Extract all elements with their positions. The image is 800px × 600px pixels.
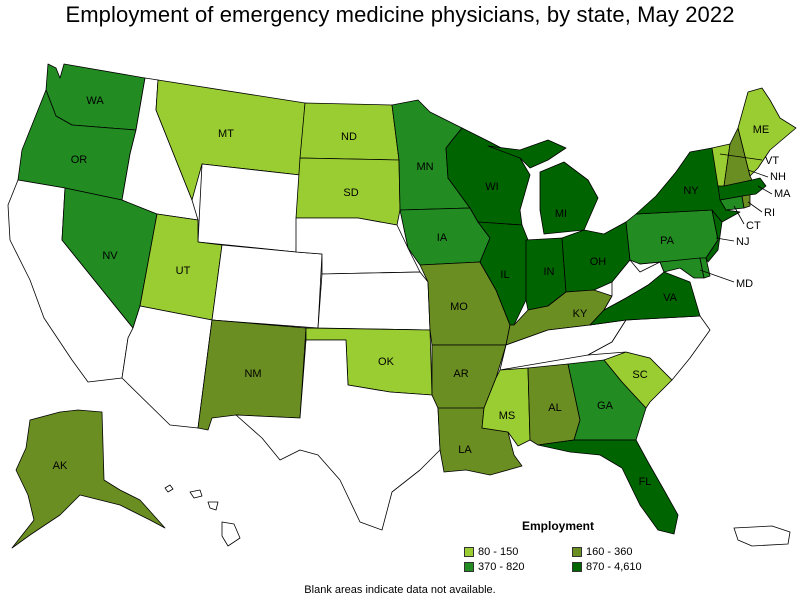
legend-swatch [464,562,474,572]
footnote: Blank areas indicate data not available. [304,584,496,596]
map-title: Employment of emergency medicine physici… [65,2,735,27]
state-HI[interactable] [164,484,241,547]
state-MI[interactable] [487,139,599,235]
label-VT: VT [765,155,779,167]
label-OR: OR [71,154,88,166]
legend-swatch [464,547,474,557]
legend-swatch [572,547,582,557]
label-VA: VA [663,292,678,304]
state-AZ[interactable] [121,305,213,429]
label-NM: NM [244,368,261,380]
legend-label: 370 - 820 [478,561,525,573]
label-KY: KY [573,308,588,320]
label-ME: ME [753,124,770,136]
label-NJ: NJ [736,236,749,248]
legend-item-bin-3: 370 - 820 [464,561,524,573]
label-ND: ND [341,131,357,143]
state-AK[interactable] [11,409,166,549]
legend-item-bin-2: 160 - 360 [572,546,632,558]
state-WY[interactable] [197,163,301,253]
label-MO: MO [450,301,468,313]
state-NC[interactable] [587,315,711,381]
label-AR: AR [453,368,468,380]
label-WA: WA [86,95,104,107]
label-MN: MN [416,161,433,173]
legend-label: 870 - 4,610 [586,561,642,573]
label-OH: OH [590,256,607,268]
state-TX[interactable] [235,339,441,531]
state-MA[interactable] [717,177,767,201]
legend-label: 80 - 150 [478,546,519,558]
label-MD: MD [736,278,753,290]
state-NM[interactable] [197,319,307,431]
label-UT: UT [176,265,191,277]
label-CT: CT [746,220,761,232]
legend-title: Employment [522,519,595,533]
label-MT: MT [218,128,234,140]
label-MI: MI [555,208,567,220]
label-NH: NH [770,171,786,183]
label-NV: NV [102,250,118,262]
legend-item-bin-4: 870 - 4,610 [572,561,642,573]
label-AK: AK [53,460,68,472]
label-RI: RI [764,207,775,219]
label-IL: IL [500,269,509,281]
state-WV[interactable] [603,259,665,311]
label-PA: PA [660,235,675,247]
label-IA: IA [437,232,448,244]
label-GA: GA [597,400,614,412]
label-OK: OK [378,356,395,368]
state-PR[interactable] [733,525,791,547]
label-IN: IN [544,266,555,278]
state-labels: WA OR NV MT UT NM ND SD OK MN IA MO AR L… [53,95,792,488]
state-NH[interactable] [723,127,753,187]
label-LA: LA [458,444,472,456]
label-MS: MS [499,410,516,422]
legend-label: 160 - 360 [586,546,633,558]
state-CO[interactable] [211,244,323,329]
label-SC: SC [632,369,647,381]
label-MA: MA [774,188,791,200]
label-FL: FL [639,476,652,488]
label-WI: WI [485,181,498,193]
label-SD: SD [343,187,358,199]
legend-swatch [572,562,582,572]
label-AL: AL [548,402,561,414]
state-KS[interactable] [317,271,431,331]
label-NY: NY [683,185,699,197]
state-FL[interactable] [537,439,679,535]
legend-item-bin-1: 80 - 150 [464,546,518,558]
